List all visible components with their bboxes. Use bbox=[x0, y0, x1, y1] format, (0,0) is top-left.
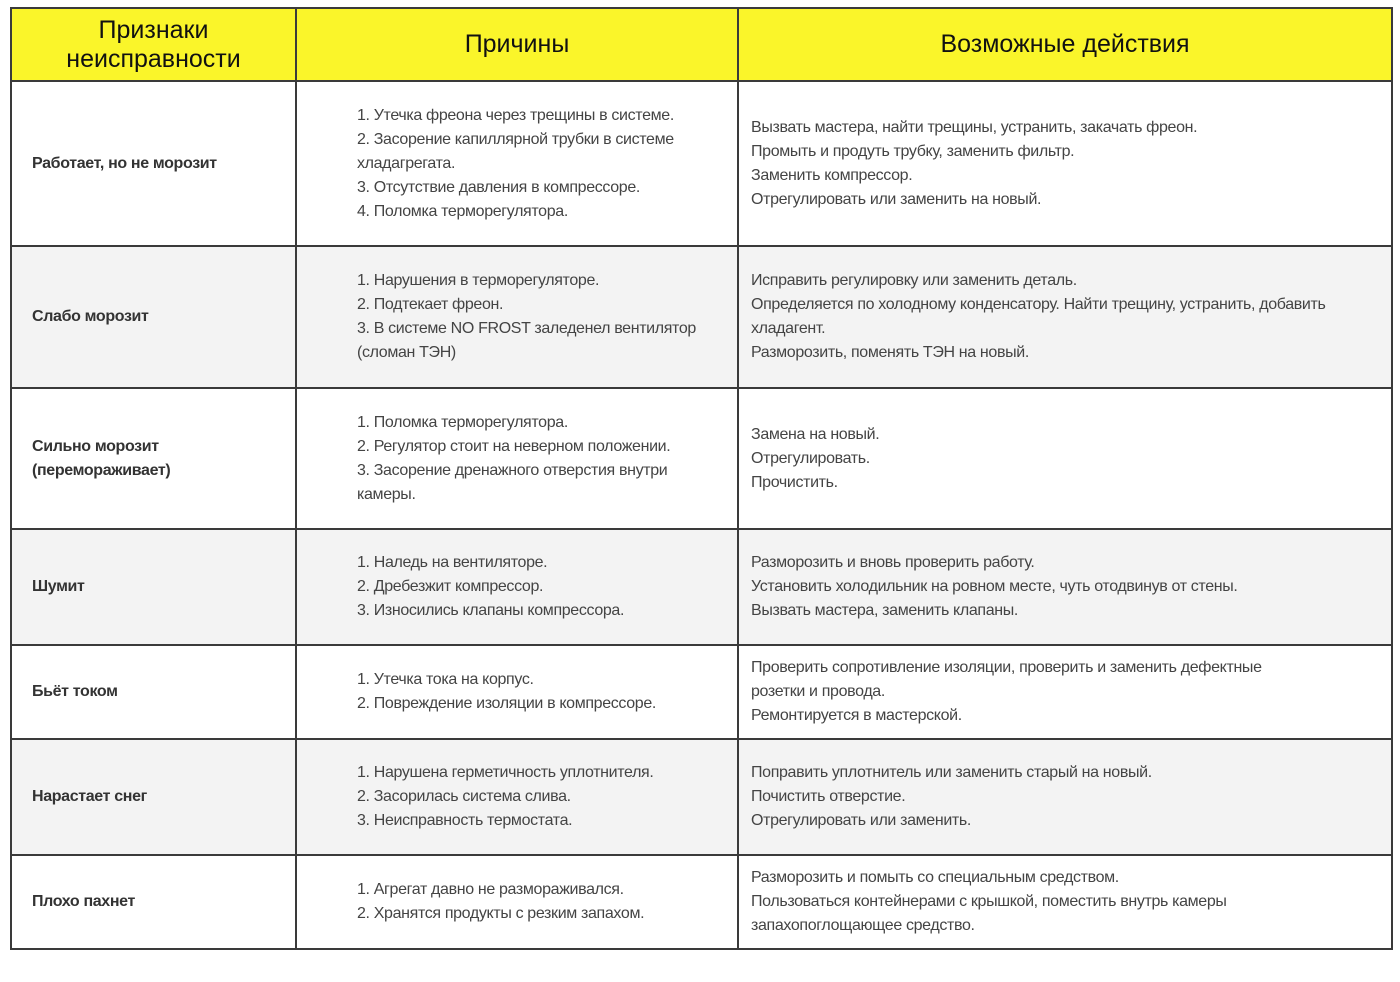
causes-line: 3. В системе NO FROST заледенел вентилят… bbox=[357, 320, 696, 337]
actions-line: Пользоваться контейнерами с крышкой, пом… bbox=[751, 893, 1227, 910]
actions-line: Вызвать мастера, найти трещины, устранит… bbox=[751, 118, 1198, 136]
causes-line: 3. Засорение дренажного отверстия внутри bbox=[357, 461, 668, 479]
header-actions: Возможные действия bbox=[737, 7, 1393, 82]
actions-line: Почистить отверстие. bbox=[751, 788, 906, 805]
symptom-line: Сильно морозит bbox=[32, 437, 159, 455]
symptom-line: Бьёт током bbox=[32, 683, 118, 700]
table-row: Слабо морозит 1. Нарушения в терморегулят… bbox=[10, 245, 1393, 389]
causes-line: 2. Повреждение изоляции в компрессоре. bbox=[357, 695, 656, 712]
troubleshooting-table: Признаки неисправности Причины Возможные… bbox=[10, 7, 1393, 950]
causes-line: 3. Отсутствие давления в компрессоре. bbox=[357, 178, 640, 196]
causes-line: 1. Поломка терморегулятора. bbox=[357, 413, 568, 431]
actions-line: Исправить регулировку или заменить детал… bbox=[751, 272, 1077, 289]
actions-line: Определяется по холодному конденсатору. … bbox=[751, 296, 1326, 313]
header-causes: Причины bbox=[295, 7, 739, 82]
causes-cell: 1. Утечка тока на корпус. 2. Повреждение … bbox=[295, 644, 739, 740]
causes-line: 1. Агрегат давно не размораживался. bbox=[357, 881, 624, 898]
causes-line: 4. Поломка терморегулятора. bbox=[357, 202, 568, 220]
actions-line: хладагент. bbox=[751, 320, 826, 337]
causes-line: 2. Хранятся продукты с резким запахом. bbox=[357, 905, 645, 922]
actions-line: запахопоглощающее средство. bbox=[751, 917, 975, 934]
actions-line: Разморозить и помыть со специальным сред… bbox=[751, 869, 1119, 886]
table-row: Плохо пахнет 1. Агрегат давно не размораж… bbox=[10, 854, 1393, 950]
symptom-cell: Шумит bbox=[10, 528, 297, 646]
actions-line: Проверить сопротивление изоляции, провер… bbox=[751, 659, 1262, 676]
causes-cell: 1. Агрегат давно не размораживался. 2. Хр… bbox=[295, 854, 739, 950]
actions-cell: Вызвать мастера, найти трещины, устранит… bbox=[737, 80, 1393, 247]
table-row: Сильно морозит (переморaживает) 1. Поломка… bbox=[10, 387, 1393, 530]
actions-cell: Поправить уплотнитель или заменить стары… bbox=[737, 738, 1393, 856]
symptom-line: (переморaживает) bbox=[32, 461, 171, 479]
actions-line: Ремонтируется в мастерской. bbox=[751, 707, 962, 724]
symptom-cell: Бьёт током bbox=[10, 644, 297, 740]
table-row: Нарастает снег 1. Нарушена герметичность … bbox=[10, 738, 1393, 856]
actions-cell: Замена на новый. Отрегулировать. Прочистит… bbox=[737, 387, 1393, 530]
symptom-cell: Плохо пахнет bbox=[10, 854, 297, 950]
causes-line: 2. Дребезжит компрессор. bbox=[357, 578, 544, 595]
causes-line: камеры. bbox=[357, 485, 416, 503]
causes-line: (сломан ТЭН) bbox=[357, 344, 456, 361]
actions-line: Промыть и продуть трубку, заменить фильт… bbox=[751, 142, 1075, 160]
symptom-cell: Работает, но не морозит bbox=[10, 80, 297, 247]
symptom-line: Работает, но не морозит bbox=[32, 154, 217, 172]
causes-line: 2. Засорилась система слива. bbox=[357, 788, 571, 805]
actions-line: Разморозить, поменять ТЭН на новый. bbox=[751, 344, 1029, 361]
causes-cell: 1. Утечка фреона через трещины в системе… bbox=[295, 80, 739, 247]
actions-line: Замена на новый. bbox=[751, 425, 880, 443]
actions-line: Поправить уплотнитель или заменить стары… bbox=[751, 764, 1152, 781]
header-symptoms: Признаки неисправности bbox=[10, 7, 297, 82]
actions-cell: Разморозить и помыть со специальным сред… bbox=[737, 854, 1393, 950]
symptom-line: Нарастает снег bbox=[32, 788, 147, 805]
actions-cell: Разморозить и вновь проверить работу. Уст… bbox=[737, 528, 1393, 646]
causes-line: 3. Износились клапаны компрессора. bbox=[357, 602, 625, 619]
table-row: Бьёт током 1. Утечка тока на корпус. 2. По… bbox=[10, 644, 1393, 740]
actions-line: Отрегулировать. bbox=[751, 449, 870, 467]
causes-line: хладагрегата. bbox=[357, 154, 456, 172]
causes-line: 3. Неисправность термостата. bbox=[357, 812, 573, 829]
table-row: Работает, но не морозит 1. Утечка фреона … bbox=[10, 80, 1393, 247]
actions-line: Отрегулировать или заменить на новый. bbox=[751, 190, 1042, 208]
symptom-cell: Нарастает снег bbox=[10, 738, 297, 856]
causes-cell: 1. Наледь на вентиляторе. 2. Дребезжит ко… bbox=[295, 528, 739, 646]
header-row: Признаки неисправности Причины Возможные… bbox=[10, 7, 1393, 82]
header-symptoms-line: Признаки bbox=[98, 15, 209, 44]
causes-line: 2. Подтекает фреон. bbox=[357, 296, 504, 313]
causes-line: 2. Регулятор стоит на неверном положении… bbox=[357, 437, 671, 455]
symptom-line: Слабо морозит bbox=[32, 308, 149, 325]
symptom-line: Плохо пахнет bbox=[32, 893, 135, 910]
actions-line: Заменить компрессор. bbox=[751, 166, 913, 184]
actions-line: Вызвать мастера, заменить клапаны. bbox=[751, 602, 1018, 619]
causes-line: 1. Наледь на вентиляторе. bbox=[357, 554, 548, 571]
symptom-cell: Сильно морозит (переморaживает) bbox=[10, 387, 297, 530]
causes-line: 1. Нарушена герметичность уплотнителя. bbox=[357, 764, 654, 781]
causes-line: 1. Утечка тока на корпус. bbox=[357, 671, 534, 688]
actions-cell: Исправить регулировку или заменить детал… bbox=[737, 245, 1393, 389]
actions-line: Отрегулировать или заменить. bbox=[751, 812, 971, 829]
causes-line: 2. Засорение капиллярной трубки в систем… bbox=[357, 130, 674, 148]
causes-line: 1. Нарушения в терморегуляторе. bbox=[357, 272, 600, 289]
causes-cell: 1. Нарушения в терморегуляторе. 2. Подтек… bbox=[295, 245, 739, 389]
causes-cell: 1. Поломка терморегулятора. 2. Регулятор … bbox=[295, 387, 739, 530]
table-body: Работает, но не морозит 1. Утечка фреона … bbox=[10, 80, 1393, 950]
actions-line: Прочистить. bbox=[751, 473, 838, 491]
actions-line: Установить холодильник на ровном месте, … bbox=[751, 578, 1238, 595]
causes-line: 1. Утечка фреона через трещины в системе… bbox=[357, 106, 674, 124]
causes-cell: 1. Нарушена герметичность уплотнителя. 2.… bbox=[295, 738, 739, 856]
symptom-cell: Слабо морозит bbox=[10, 245, 297, 389]
actions-cell: Проверить сопротивление изоляции, провер… bbox=[737, 644, 1393, 740]
table-row: Шумит 1. Наледь на вентиляторе. 2. Дребезж… bbox=[10, 528, 1393, 646]
symptom-line: Шумит bbox=[32, 578, 85, 595]
actions-line: розетки и провода. bbox=[751, 683, 885, 700]
header-symptoms-line: неисправности bbox=[66, 44, 241, 73]
actions-line: Разморозить и вновь проверить работу. bbox=[751, 554, 1035, 571]
